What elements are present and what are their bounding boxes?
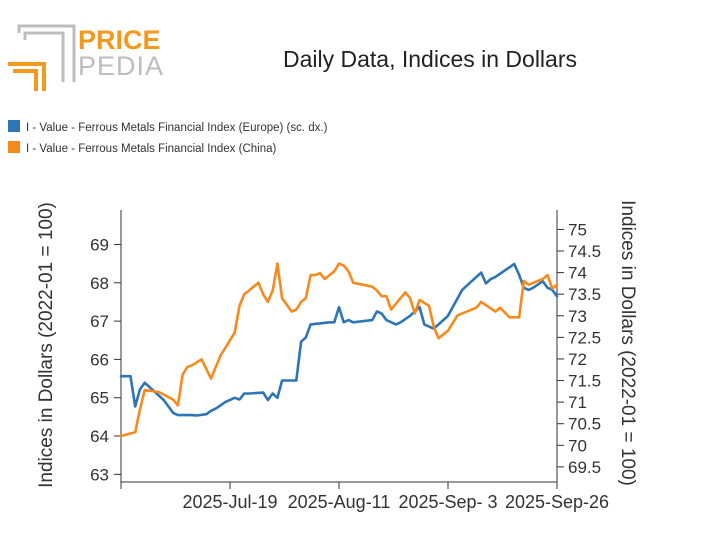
y-right-tick-label: 69.5: [568, 458, 601, 477]
y-right-tick-label: 72.5: [568, 328, 601, 347]
pricepedia-logo[interactable]: PRICE PEDIA: [8, 24, 164, 91]
y-right-tick-label: 73: [568, 307, 587, 326]
legend-item-europe[interactable]: I - Value - Ferrous Metals Financial Ind…: [8, 120, 328, 134]
y-right-tick-label: 71: [568, 393, 587, 412]
y-left-tick-label: 69: [90, 235, 109, 254]
y-axis-right-title: Indices in Dollars (2022-01 = 100): [617, 200, 638, 486]
ticks-layer: 63 64 65 66 67 68 69 69.5 70 70.5 71 71.5 72 72.5 73 73…: [90, 220, 609, 512]
y-right-tick-label: 75: [568, 220, 587, 239]
legend-swatch-china: [8, 141, 20, 153]
y-left-tick-label: 64: [90, 427, 109, 446]
series-line-europe[interactable]: [119, 262, 559, 417]
legend-label-china: I - Value - Ferrous Metals Financial Ind…: [26, 143, 276, 155]
series-layer: [119, 262, 559, 438]
y-right-tick-label: 73.5: [568, 285, 601, 304]
y-left-tick-label: 66: [90, 350, 109, 369]
logo-text-pedia: PEDIA: [78, 51, 164, 81]
y-right-tick-label: 74.5: [568, 242, 601, 261]
legend-swatch-europe: [8, 120, 20, 132]
legend: I - Value - Ferrous Metals Financial Ind…: [8, 120, 328, 155]
x-tick-label: 2025-Jul-19: [182, 492, 277, 512]
logo-mark-icon: [8, 24, 76, 91]
y-left-tick-label: 67: [90, 312, 109, 331]
y-left-tick-label: 63: [90, 465, 109, 484]
x-tick-label: 2025-Sep-26: [505, 492, 609, 512]
x-tick-label: 2025-Sep- 3: [398, 492, 497, 512]
series-line-china[interactable]: [119, 262, 559, 438]
y-axis-left-title: Indices in Dollars (2022-01 = 100): [36, 202, 57, 488]
y-right-tick-label: 70: [568, 436, 587, 455]
y-right-tick-label: 70.5: [568, 415, 601, 434]
y-right-tick-label: 71.5: [568, 372, 601, 391]
y-left-tick-label: 68: [90, 274, 109, 293]
y-left-tick-label: 65: [90, 389, 109, 408]
legend-label-europe: I - Value - Ferrous Metals Financial Ind…: [26, 122, 328, 134]
legend-item-china[interactable]: I - Value - Ferrous Metals Financial Ind…: [8, 141, 276, 155]
y-right-tick-label: 72: [568, 350, 587, 369]
logo-text-price: PRICE: [78, 25, 161, 55]
chart-title: Daily Data, Indices in Dollars: [283, 46, 577, 72]
y-right-tick-label: 74: [568, 264, 587, 283]
x-tick-label: 2025-Aug-11: [288, 492, 391, 512]
